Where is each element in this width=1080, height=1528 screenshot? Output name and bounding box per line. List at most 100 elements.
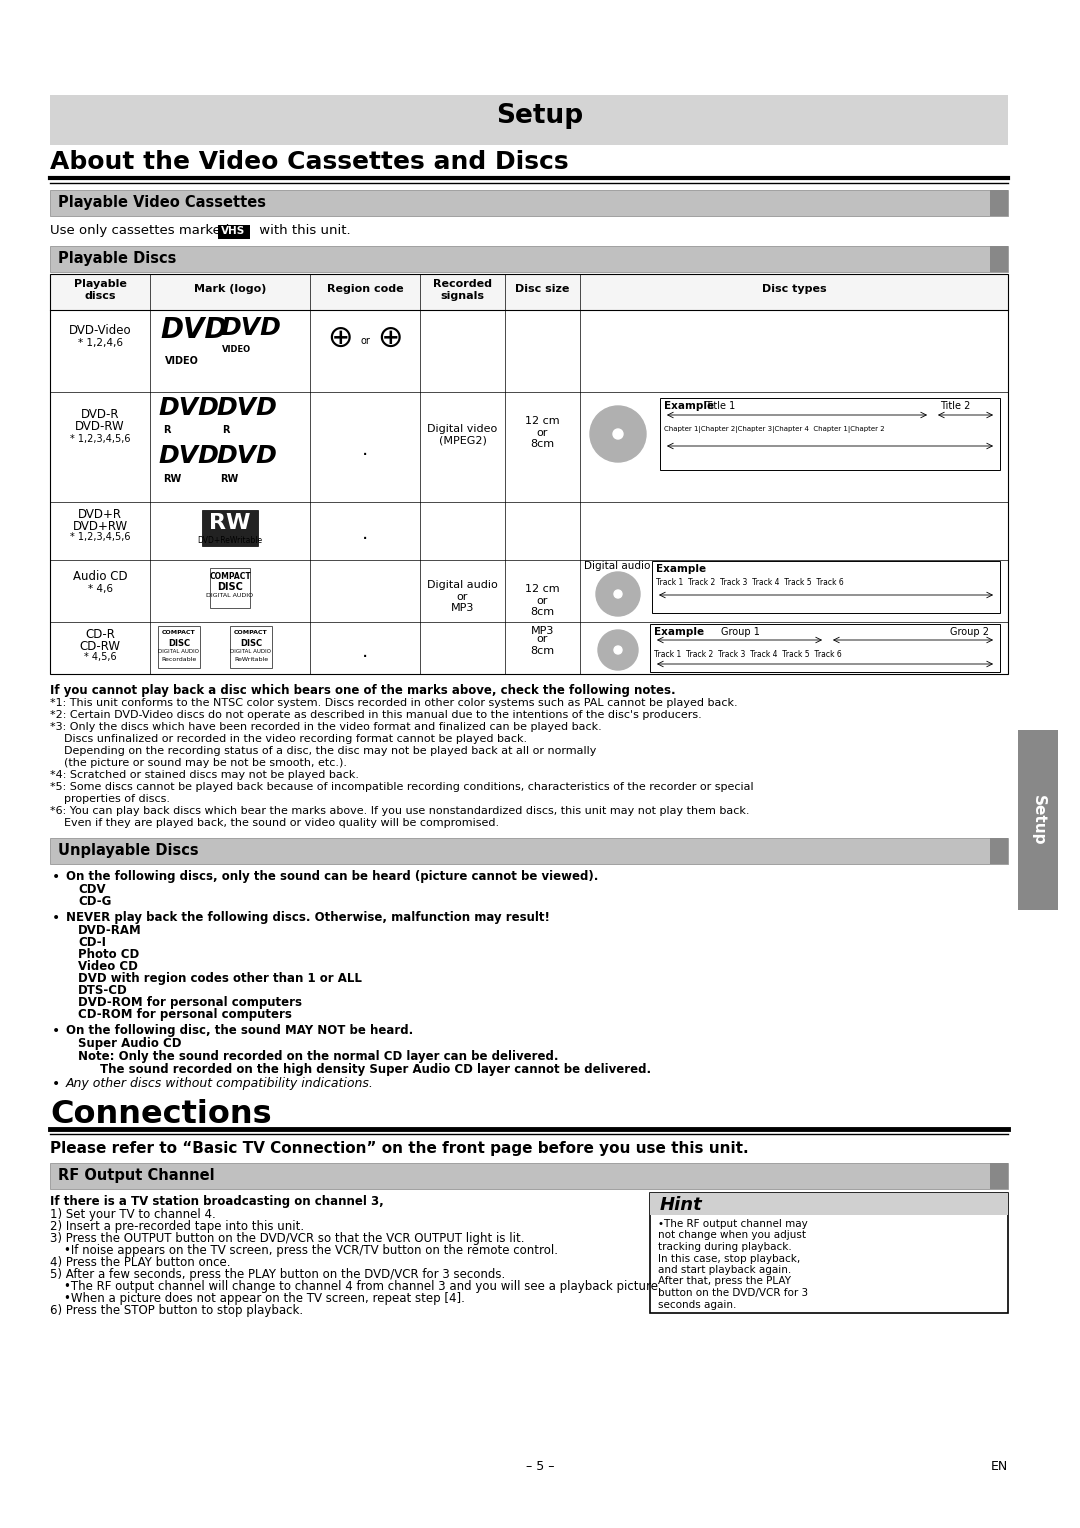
Text: DVD: DVD <box>216 445 276 468</box>
Text: Digital video
(MPEG2): Digital video (MPEG2) <box>428 423 498 446</box>
Text: Setup: Setup <box>1030 795 1045 845</box>
Text: DIGITAL AUDIO: DIGITAL AUDIO <box>230 649 271 654</box>
Text: 5) After a few seconds, press the PLAY button on the DVD/VCR for 3 seconds.: 5) After a few seconds, press the PLAY b… <box>50 1268 505 1280</box>
Text: Discs unfinalized or recorded in the video recording format cannot be played bac: Discs unfinalized or recorded in the vid… <box>50 733 527 744</box>
Text: Super Audio CD: Super Audio CD <box>78 1038 181 1050</box>
Text: Playable Discs: Playable Discs <box>58 251 176 266</box>
Text: .: . <box>362 440 368 458</box>
Text: *4: Scratched or stained discs may not be played back.: *4: Scratched or stained discs may not b… <box>50 770 359 779</box>
Text: DVD: DVD <box>216 396 276 420</box>
Text: DVD: DVD <box>160 316 228 344</box>
Bar <box>990 1163 1008 1189</box>
Bar <box>652 561 1000 613</box>
Text: *3: Only the discs which have been recorded in the video format and finalized ca: *3: Only the discs which have been recor… <box>50 723 602 732</box>
Text: CD-R: CD-R <box>85 628 114 642</box>
Text: Any other discs without compatibility indications.: Any other discs without compatibility in… <box>66 1077 374 1089</box>
Bar <box>50 837 1008 863</box>
Text: Track 1  Track 2  Track 3  Track 4  Track 5  Track 6: Track 1 Track 2 Track 3 Track 4 Track 5 … <box>654 649 841 659</box>
Text: – 5 –: – 5 – <box>526 1459 554 1473</box>
Bar <box>990 837 1008 863</box>
Text: and start playback again.: and start playback again. <box>658 1265 792 1274</box>
Text: If you cannot play back a disc which bears one of the marks above, check the fol: If you cannot play back a disc which bea… <box>50 685 676 697</box>
Text: 6) Press the STOP button to stop playback.: 6) Press the STOP button to stop playbac… <box>50 1303 303 1317</box>
Text: VIDEO: VIDEO <box>165 356 199 367</box>
Text: tracking during playback.: tracking during playback. <box>658 1242 792 1251</box>
Text: properties of discs.: properties of discs. <box>50 795 170 804</box>
Text: Recordable: Recordable <box>161 657 197 662</box>
Text: CD-I: CD-I <box>78 937 106 949</box>
Text: seconds again.: seconds again. <box>658 1299 737 1309</box>
Text: •The RF output channel will change to channel 4 from channel 3 and you will see : •The RF output channel will change to ch… <box>64 1280 662 1293</box>
Text: CDV: CDV <box>78 883 106 895</box>
Text: VHS: VHS <box>221 226 245 235</box>
Text: DVD-Video: DVD-Video <box>69 324 132 338</box>
Text: Chapter 1|Chapter 2|Chapter 3|Chapter 4  Chapter 1|Chapter 2: Chapter 1|Chapter 2|Chapter 3|Chapter 4 … <box>664 426 885 432</box>
Bar <box>158 626 200 668</box>
Text: Audio CD: Audio CD <box>72 570 127 584</box>
Text: * 1,2,4,6: * 1,2,4,6 <box>78 338 122 348</box>
Text: •: • <box>52 869 60 885</box>
Bar <box>230 626 272 668</box>
Text: •The RF output channel may: •The RF output channel may <box>658 1219 808 1229</box>
Text: Title 1: Title 1 <box>705 400 735 411</box>
Text: Group 2: Group 2 <box>950 626 989 637</box>
Text: DVD: DVD <box>158 445 219 468</box>
Text: Track 1  Track 2  Track 3  Track 4  Track 5  Track 6: Track 1 Track 2 Track 3 Track 4 Track 5 … <box>656 578 843 587</box>
Text: COMPACT: COMPACT <box>234 630 268 636</box>
Circle shape <box>596 571 640 616</box>
Circle shape <box>615 646 622 654</box>
Text: VIDEO: VIDEO <box>222 345 252 354</box>
Bar <box>50 95 1008 145</box>
Bar <box>50 246 1008 272</box>
Text: Recorded: Recorded <box>433 280 492 289</box>
Text: Digital audio: Digital audio <box>584 561 650 571</box>
Text: Unplayable Discs: Unplayable Discs <box>58 843 199 859</box>
Text: Mark (logo): Mark (logo) <box>193 284 266 293</box>
Text: * 1,2,3,4,5,6: * 1,2,3,4,5,6 <box>70 532 131 542</box>
Text: CD-G: CD-G <box>78 895 111 908</box>
Text: DVD-RAM: DVD-RAM <box>78 924 141 937</box>
Text: 4) Press the PLAY button once.: 4) Press the PLAY button once. <box>50 1256 230 1268</box>
Text: DVD-R: DVD-R <box>81 408 119 422</box>
Text: 12 cm
or
8cm: 12 cm or 8cm <box>525 416 559 449</box>
Text: DVD: DVD <box>220 316 281 341</box>
Bar <box>50 274 1008 674</box>
Text: About the Video Cassettes and Discs: About the Video Cassettes and Discs <box>50 150 569 174</box>
Text: CD-RW: CD-RW <box>80 640 121 652</box>
Text: NEVER play back the following discs. Otherwise, malfunction may result!: NEVER play back the following discs. Oth… <box>66 911 550 924</box>
Text: discs: discs <box>84 290 116 301</box>
Text: DISC: DISC <box>217 582 243 591</box>
Text: 12 cm
or
8cm: 12 cm or 8cm <box>525 584 559 617</box>
Text: * 4,5,6: * 4,5,6 <box>83 652 117 662</box>
Text: 1) Set your TV to channel 4.: 1) Set your TV to channel 4. <box>50 1209 216 1221</box>
Bar <box>50 1163 1008 1189</box>
Bar <box>650 623 1000 672</box>
Text: (the picture or sound may be not be smooth, etc.).: (the picture or sound may be not be smoo… <box>50 758 347 769</box>
Text: or
8cm: or 8cm <box>530 634 554 656</box>
Text: Playable Video Cassettes: Playable Video Cassettes <box>58 196 266 209</box>
Text: R: R <box>163 425 171 435</box>
Text: Example: Example <box>664 400 714 411</box>
Bar <box>990 189 1008 215</box>
Text: Digital audio
or
MP3: Digital audio or MP3 <box>427 581 498 613</box>
Text: DVD: DVD <box>158 396 219 420</box>
Bar <box>202 510 258 545</box>
Text: not change when you adjust: not change when you adjust <box>658 1230 806 1241</box>
Text: On the following disc, the sound MAY NOT be heard.: On the following disc, the sound MAY NOT… <box>66 1024 414 1038</box>
Text: Depending on the recording status of a disc, the disc may not be played back at : Depending on the recording status of a d… <box>50 746 596 756</box>
Text: Video CD: Video CD <box>78 960 138 973</box>
Text: •: • <box>52 911 60 924</box>
Text: MP3: MP3 <box>530 626 554 636</box>
Text: *6: You can play back discs which bear the marks above. If you use nonstandardiz: *6: You can play back discs which bear t… <box>50 805 750 816</box>
Text: ⊕: ⊕ <box>377 324 403 353</box>
Bar <box>990 246 1008 272</box>
Text: Example: Example <box>656 564 706 575</box>
Text: DIGITAL AUDIO: DIGITAL AUDIO <box>159 649 200 654</box>
Text: DVD-ROM for personal computers: DVD-ROM for personal computers <box>78 996 302 1008</box>
Text: DVD+R: DVD+R <box>78 507 122 521</box>
Text: Note: Only the sound recorded on the normal CD layer can be delivered.: Note: Only the sound recorded on the nor… <box>78 1050 558 1063</box>
Bar <box>50 274 1008 310</box>
Text: Photo CD: Photo CD <box>78 947 139 961</box>
Text: After that, press the PLAY: After that, press the PLAY <box>658 1276 791 1287</box>
Text: If there is a TV station broadcasting on channel 3,: If there is a TV station broadcasting on… <box>50 1195 383 1209</box>
